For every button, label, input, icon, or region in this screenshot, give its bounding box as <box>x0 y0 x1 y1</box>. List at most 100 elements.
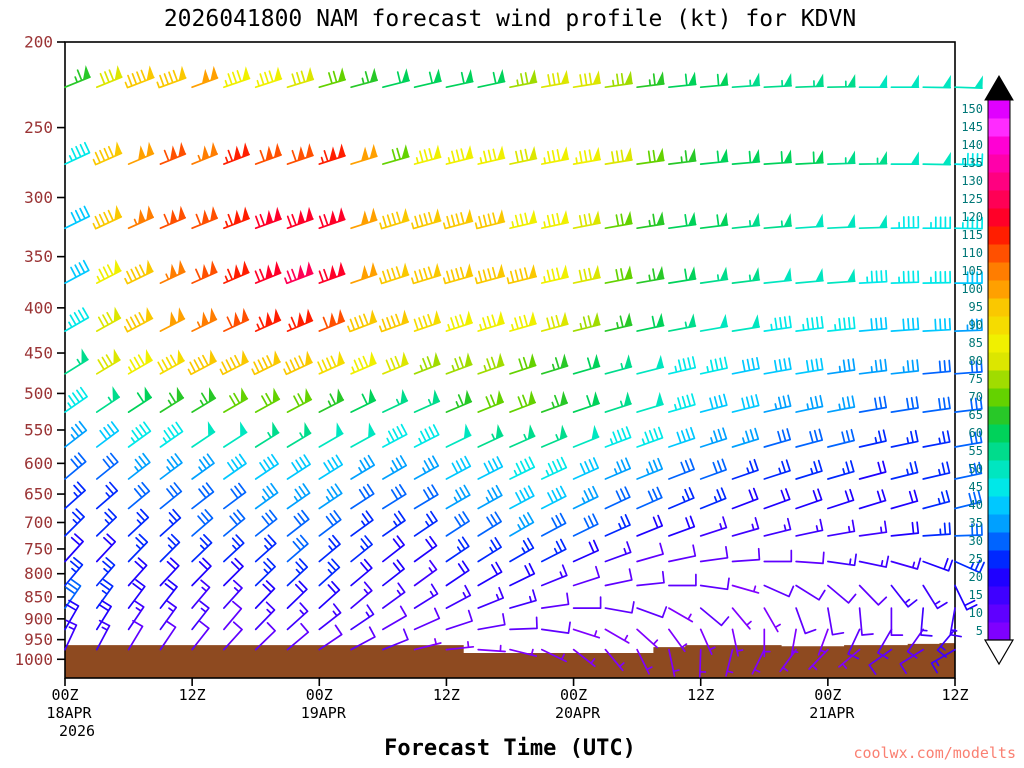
wind-barb <box>668 573 697 587</box>
wind-barb <box>413 68 442 89</box>
colorbar-tick-label: 125 <box>961 192 983 206</box>
barb-staff <box>413 356 441 375</box>
barb-staff <box>191 431 216 448</box>
colorbar-tick-label: 135 <box>961 156 983 170</box>
wind-barb <box>350 604 375 631</box>
barb-staff <box>413 71 442 89</box>
wind-barb <box>64 65 91 89</box>
y-tick-label: 800 <box>24 564 53 583</box>
barb-staff <box>477 456 504 480</box>
wind-barb <box>254 557 276 587</box>
barb-staff <box>540 357 569 375</box>
barb-staff <box>157 354 185 375</box>
wind-barb <box>382 559 405 587</box>
wind-barb <box>382 389 409 413</box>
wind-barb <box>540 485 567 510</box>
barb-staff <box>477 148 506 165</box>
wind-barb <box>763 428 792 448</box>
wind-barb <box>604 210 633 230</box>
wind-barb <box>604 628 630 644</box>
barb-staff <box>64 452 87 480</box>
wind-barb <box>64 141 91 165</box>
barb-staff <box>922 490 951 510</box>
wind-barb <box>413 638 442 651</box>
barb-staff <box>636 149 665 165</box>
barb-staff <box>763 394 792 413</box>
wind-barb <box>668 628 688 653</box>
barb-staff <box>604 400 632 413</box>
barb-staff <box>604 149 633 165</box>
wind-barb <box>540 564 568 587</box>
barb-staff <box>795 551 825 565</box>
wind-barb <box>350 483 375 510</box>
wind-barb <box>795 268 824 284</box>
barb-staff <box>954 86 983 89</box>
wind-barb <box>95 508 118 537</box>
wind-barb <box>159 386 185 413</box>
wind-barb <box>156 65 187 89</box>
wind-barb <box>668 266 697 284</box>
barb-staff <box>347 313 378 333</box>
barb-staff <box>795 488 823 510</box>
wind-barb <box>763 315 792 332</box>
chart-title: 2026041800 NAM forecast wind profile (kt… <box>164 6 856 32</box>
barb-staff <box>382 147 410 165</box>
barb-staff <box>954 430 983 448</box>
wind-barb <box>477 423 504 448</box>
wind-barb <box>604 568 633 587</box>
barb-staff <box>159 533 181 563</box>
barb-staff <box>604 648 625 672</box>
barb-staff <box>191 77 219 89</box>
plot-frame <box>64 41 956 679</box>
wind-barb <box>572 513 599 537</box>
barb-staff <box>191 482 215 510</box>
barb-staff <box>254 601 276 631</box>
barb-staff <box>318 624 343 651</box>
barb-staff <box>763 584 795 598</box>
barb-staff <box>572 539 600 563</box>
barb-staff <box>572 565 601 587</box>
wind-barb <box>763 73 793 89</box>
barb-staff <box>350 155 378 165</box>
wind-barb <box>127 348 153 375</box>
wind-barb <box>668 544 697 563</box>
barb-staff <box>847 628 861 660</box>
wind-barb <box>699 393 728 413</box>
barb-staff <box>858 226 888 230</box>
wind-barb <box>954 559 985 574</box>
wind-barb <box>350 558 373 587</box>
colorbar-segment <box>988 478 1010 497</box>
wind-barb <box>763 149 793 165</box>
barb-staff <box>540 72 570 89</box>
barb-staff <box>731 274 761 284</box>
barb-staff <box>763 279 792 284</box>
wind-barb <box>604 648 625 672</box>
barb-staff <box>286 213 314 230</box>
wind-barb <box>382 351 409 375</box>
barb-staff <box>930 648 956 674</box>
barb-staff <box>286 558 309 587</box>
wind-barb <box>223 142 250 165</box>
wind-barb <box>477 484 503 510</box>
wind-barb <box>827 607 845 636</box>
y-tick-label: 500 <box>24 384 53 403</box>
barb-staff <box>668 73 697 89</box>
wind-barb <box>124 306 154 333</box>
wind-barb <box>157 349 185 375</box>
wind-barb <box>731 212 761 230</box>
barb-staff <box>699 577 730 591</box>
barb-staff <box>763 357 792 375</box>
barb-staff <box>191 534 213 563</box>
wind-barb <box>636 486 663 510</box>
barb-staff <box>954 461 983 480</box>
wind-barb <box>445 584 472 609</box>
wind-barb <box>159 579 178 609</box>
barb-staff <box>445 356 473 375</box>
barb-staff <box>254 580 276 609</box>
y-axis: 200 250 300 350 400 450 500 550 600 650 700 750 800 8… <box>14 33 65 669</box>
wind-barb <box>127 386 153 413</box>
wind-barb <box>95 619 111 651</box>
wind-barb <box>540 390 569 413</box>
barb-staff <box>795 80 824 89</box>
